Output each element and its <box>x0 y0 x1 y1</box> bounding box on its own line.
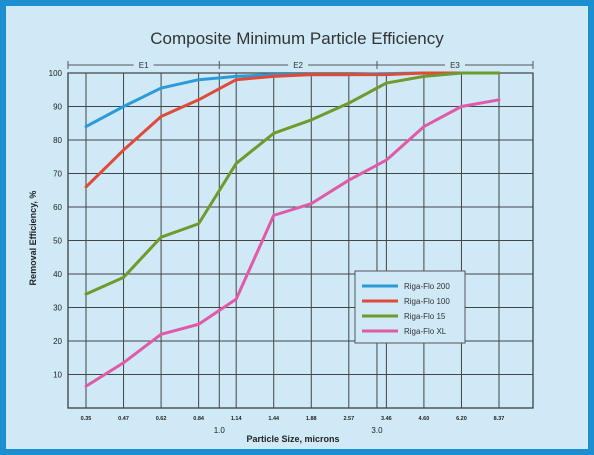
x-tick-10: 6.20 <box>456 416 467 422</box>
y-axis-label: Removal Efficiency, % <box>28 191 38 286</box>
legend: Riga-Flo 200 Riga-Flo 100 Riga-Flo 15 Riga-… <box>354 270 466 344</box>
y-tick-80: 80 <box>53 136 62 145</box>
region-label-bg-2 <box>444 60 465 70</box>
region-label-e1: E1 <box>139 61 149 70</box>
x-axis-label: Particle Size, microns <box>246 434 339 444</box>
x-tick-7: 2.57 <box>343 416 354 422</box>
series-line-riga-flo-15 <box>84 71 501 296</box>
y-tick-50: 50 <box>53 237 62 246</box>
chart-title: Composite Minimum Particle Efficiency <box>150 29 444 48</box>
region-label-bg-1 <box>288 60 309 70</box>
y-tick-60: 60 <box>53 203 62 212</box>
x-tick-4: 1.14 <box>231 416 243 422</box>
legend-label-riga-flo-100: Riga-Flo 100 <box>404 297 450 306</box>
x-tick-secondary-1: 3.0 <box>371 426 383 435</box>
y-tick-100: 100 <box>49 69 63 78</box>
y-tick-10: 10 <box>53 371 62 380</box>
region-label-e3: E3 <box>450 61 460 70</box>
x-tick-8: 3.46 <box>381 416 392 422</box>
x-tick-11: 8.37 <box>494 416 505 422</box>
legend-label-riga-flo-xl: Riga-Flo XL <box>404 327 447 336</box>
x-tick-secondary-0: 1.0 <box>214 426 226 435</box>
x-tick-5: 1.44 <box>268 416 280 422</box>
x-tick-1: 0.47 <box>118 416 129 422</box>
y-tick-70: 70 <box>53 170 62 179</box>
legend-label-riga-flo-200: Riga-Flo 200 <box>404 282 450 291</box>
x-tick-2: 0.62 <box>156 416 167 422</box>
x-tick-9: 4.60 <box>419 416 430 422</box>
region-label-e2: E2 <box>293 61 303 70</box>
x-ticks: 0.35 0.47 0.62 0.84 1.14 1.44 1.88 2.57 3.46 4.60… <box>81 416 505 435</box>
x-tick-3: 0.84 <box>193 416 205 422</box>
region-label-bg-0 <box>133 60 154 70</box>
y-tick-30: 30 <box>53 304 62 313</box>
chart-frame: Composite Minimum Particle Efficiency E1… <box>6 6 588 449</box>
x-tick-6: 1.88 <box>306 416 317 422</box>
y-tick-20: 20 <box>53 337 62 346</box>
series-line-riga-flo-100 <box>84 71 501 189</box>
series-line-riga-flo-xl <box>84 98 501 388</box>
series-layer <box>84 71 501 388</box>
legend-label-riga-flo-15: Riga-Flo 15 <box>404 312 446 321</box>
region-band: E1 E2 E3 <box>67 60 534 70</box>
y-tick-90: 90 <box>53 103 62 112</box>
y-ticks: 10 20 30 40 50 60 70 80 90 100 <box>49 69 63 380</box>
x-tick-0: 0.35 <box>81 416 92 422</box>
chart: Composite Minimum Particle Efficiency E1… <box>28 29 534 444</box>
y-tick-40: 40 <box>53 270 62 279</box>
